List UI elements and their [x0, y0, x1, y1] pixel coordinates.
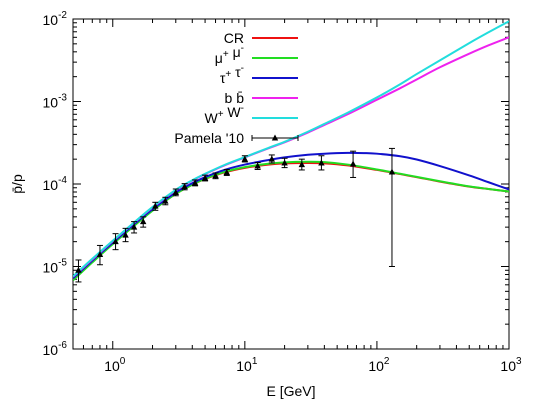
y-tick-labels: 10-6 10-5 10-4 10-3 10-2	[43, 10, 68, 358]
data-point	[75, 259, 82, 283]
data-point	[162, 196, 169, 206]
data-point	[139, 216, 147, 228]
data-point	[349, 150, 357, 178]
pamela-data-points	[75, 147, 396, 283]
legend-label-b-bbar: b b̄	[225, 90, 245, 106]
x-tick-label: 100	[104, 356, 126, 374]
x-tick-label: 101	[236, 356, 258, 374]
legend-label-mu-mu: μ+ μ-	[215, 43, 244, 66]
plot-frame	[72, 18, 510, 350]
legend-label-tau-tau: τ+ τ-	[220, 63, 244, 86]
legend: CRμ+ μ-τ+ τ-b b̄W+ W- Pamela '10	[174, 30, 299, 146]
data-point	[281, 157, 288, 169]
data-point	[298, 158, 306, 171]
data-point	[172, 188, 179, 197]
data-point	[191, 179, 199, 187]
data-point	[181, 183, 188, 191]
x-tick-labels: 100 101 102 103	[104, 356, 522, 374]
data-point	[201, 174, 209, 182]
legend-label-pamela: Pamela '10	[174, 130, 244, 146]
data-point	[388, 147, 396, 267]
x-tick-label: 103	[500, 356, 522, 374]
series-lines	[73, 20, 509, 282]
data-point	[96, 244, 104, 266]
y-axis-label: p̄/p	[9, 174, 25, 194]
data-point	[212, 172, 219, 180]
y-tick-label: 10-5	[43, 258, 68, 276]
data-point	[112, 233, 119, 251]
x-tick-label: 102	[368, 356, 390, 374]
data-point	[223, 168, 230, 176]
data-point	[241, 155, 249, 163]
y-tick-label: 10-6	[43, 340, 68, 358]
data-point	[122, 227, 129, 243]
tick-marks	[72, 18, 510, 350]
y-tick-label: 10-3	[43, 93, 68, 111]
series-line-w-w	[73, 20, 509, 278]
legend-label-w-w: W+ W-	[204, 103, 244, 126]
y-tick-label: 10-2	[43, 10, 68, 28]
data-point	[130, 221, 138, 234]
legend-swatch-pamela	[251, 134, 299, 141]
data-point	[152, 201, 159, 211]
series-line-tau-tau	[73, 151, 509, 280]
legend-label-cr: CR	[224, 30, 244, 46]
x-axis-label: E [GeV]	[266, 383, 315, 399]
data-point	[268, 154, 276, 164]
y-tick-label: 10-4	[43, 175, 68, 193]
data-point	[318, 155, 325, 171]
data-point	[254, 162, 261, 170]
